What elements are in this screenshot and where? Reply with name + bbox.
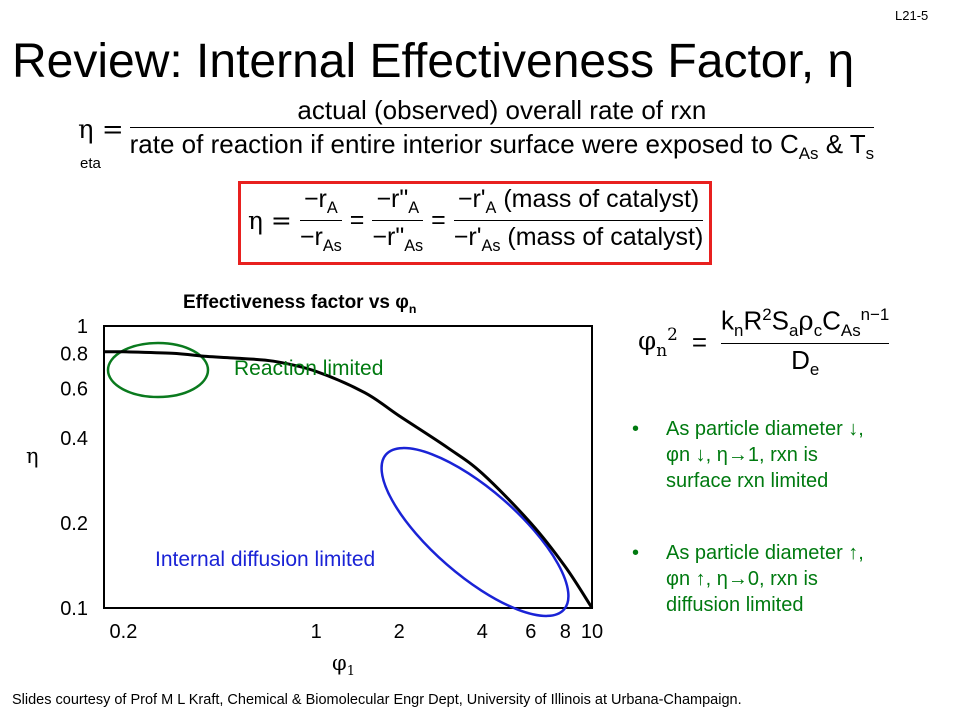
y-axis-label: η [26, 444, 39, 468]
eta-rate-equation: η = −rA −rAs = −r"A −r"As = −r'A (mass o… [248, 185, 704, 256]
phi-fraction: knR2SaρcCAsn−1 De [721, 305, 890, 379]
eq2-fraction-3: −r'A (mass of catalyst) −r'As (mass of c… [453, 185, 704, 256]
y-tick-label: 0.1 [60, 598, 88, 620]
y-tick-label: 0.2 [60, 513, 88, 535]
bullet-line: surface rxn limited [666, 470, 829, 492]
chart-title: Effectiveness factor vs φn [183, 292, 417, 316]
credit-line: Slides courtesy of Prof M L Kraft, Chemi… [12, 692, 742, 708]
definition-denominator: rate of reaction if entire interior surf… [129, 129, 875, 164]
effectiveness-curve [103, 350, 594, 609]
bullet-line: φn ↑, η→0, rxn is [666, 568, 818, 590]
x-axis-label: φ1 [332, 651, 355, 679]
x-tick-label: 1 [311, 621, 322, 643]
thiele-modulus-equation: φn2 = knR2SaρcCAsn−1 De [638, 305, 890, 379]
eq2-equals-2: = [431, 206, 446, 235]
bullet-line: φn ↓, η→1, rxn is [666, 444, 818, 466]
y-tick-label: 0.6 [60, 379, 88, 401]
x-tick-label: 0.2 [110, 621, 138, 643]
slide-title: Review: Internal Effectiveness Factor, η [12, 35, 855, 88]
fraction-bar [129, 127, 875, 129]
phi-equals: = [691, 326, 708, 357]
plot-frame [103, 325, 593, 609]
bullet-dot: • [632, 418, 640, 440]
definition-numerator: actual (observed) overall rate of rxn [297, 95, 707, 125]
bullet-line: As particle diameter ↓, [666, 418, 864, 440]
y-tick-label: 1 [77, 316, 88, 338]
reaction-limited-ellipse [106, 341, 210, 399]
y-tick-labels: 1 0.8 0.6 0.4 0.2 0.1 [60, 316, 88, 620]
x-tick-label: 8 [560, 621, 571, 643]
bullet-dot: • [632, 542, 640, 564]
svg-text:φ1: φ1 [332, 651, 355, 679]
eq2-lhs: η = [248, 206, 292, 236]
y-tick-label: 0.4 [60, 428, 88, 450]
slide-number: L21-5 [895, 8, 929, 23]
eq2-fraction-2: −r"A −r"As [372, 185, 424, 256]
bullet-line: As particle diameter ↑, [666, 542, 864, 564]
bullet-reaction-limited: • As particle diameter ↓, φn ↓, η→1, rxn… [632, 416, 864, 494]
definition-lhs: η = [78, 115, 124, 146]
eq2-fraction-1: −rA −rAs [299, 185, 342, 256]
effectiveness-definition: η = actual (observed) overall rate of rx… [78, 95, 875, 164]
x-tick-label: 2 [394, 621, 405, 643]
x-tick-labels: 0.2 1 2 4 6 8 10 [110, 621, 604, 643]
y-tick-label: 0.8 [60, 343, 88, 365]
effectiveness-chart: 1 0.8 0.6 0.4 0.2 0.1 0.2 1 2 4 6 8 10 η φ1 Reactio… [26, 316, 604, 679]
eq2-equals-1: = [349, 206, 365, 235]
annotation-reaction-limited: Reaction limited [234, 357, 383, 380]
x-tick-label: 4 [477, 621, 488, 643]
annotation-diffusion-limited: Internal diffusion limited [155, 548, 375, 571]
diffusion-limited-ellipse [380, 446, 570, 618]
x-tick-label: 6 [525, 621, 536, 643]
x-tick-label: 10 [581, 621, 603, 643]
definition-fraction: actual (observed) overall rate of rxn ra… [129, 95, 875, 164]
eta-label: eta [80, 155, 101, 172]
bullet-line: diffusion limited [666, 594, 804, 616]
bullet-diffusion-limited: • As particle diameter ↑, φn ↑, η→0, rxn… [632, 540, 864, 618]
highlight-box [238, 181, 712, 265]
phi-lhs: φn2 [638, 324, 678, 361]
